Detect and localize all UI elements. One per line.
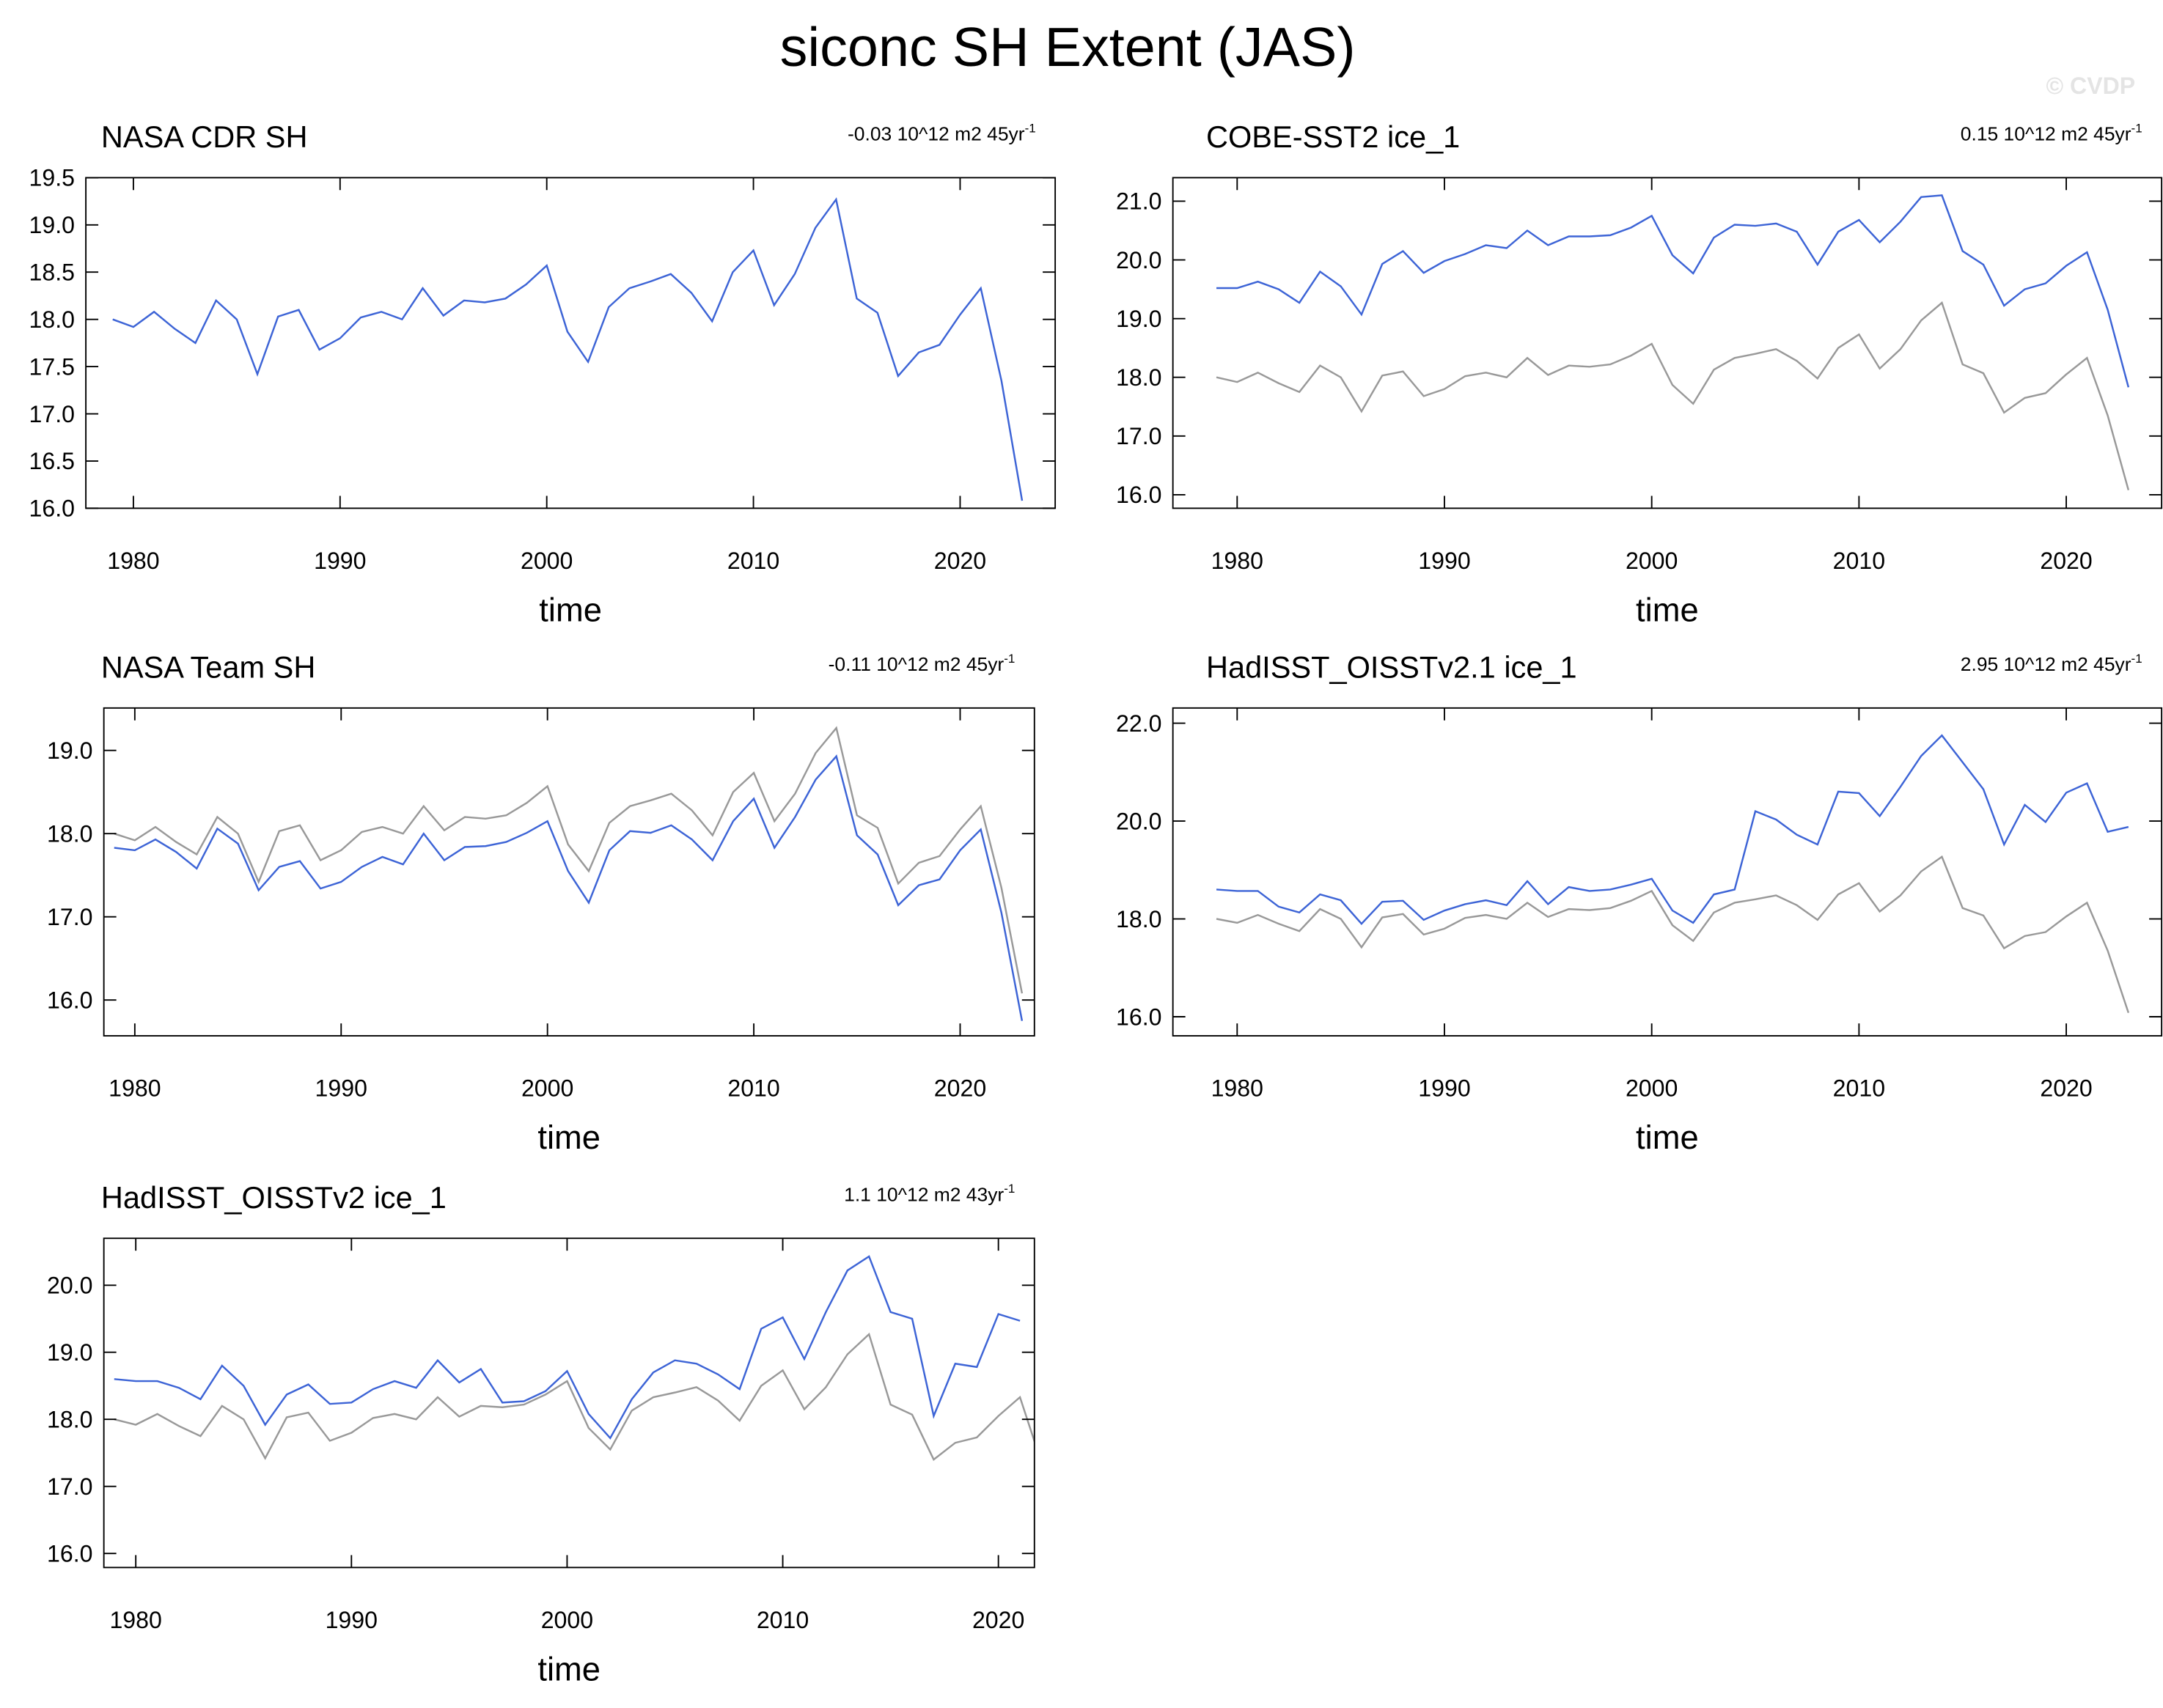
x-tick-label: 2000 (541, 1607, 593, 1633)
annotation-text: -0.11 10^12 m2 45yr (829, 653, 1005, 675)
x-tick-label: 1980 (109, 1075, 161, 1102)
panel-title: NASA Team SH (101, 650, 315, 685)
x-tick-label: 2010 (1833, 1075, 1885, 1102)
panel-title: COBE-SST2 ice_1 (1206, 119, 1460, 154)
x-tick-label: 1990 (1418, 1075, 1470, 1102)
plot-frame (1172, 707, 2163, 1037)
x-tick-label: 1990 (1418, 548, 1470, 574)
x-tick-label: 2020 (972, 1607, 1024, 1633)
x-tick-label: 1990 (315, 1075, 367, 1102)
annotation-superscript: -1 (1004, 652, 1015, 666)
x-tick-label: 2020 (2040, 1075, 2092, 1102)
y-tick-label: 16.5 (29, 448, 75, 474)
panel-title: HadISST_OISSTv2.1 ice_1 (1206, 650, 1577, 685)
y-tick-label: 17.0 (29, 401, 75, 427)
x-tick-label: 1980 (1211, 548, 1263, 574)
x-tick-label: 2010 (1833, 548, 1885, 574)
y-tick-label: 22.0 (1116, 710, 1161, 737)
panel: NASA Team SH -0.11 10^12 m2 45yr-1 16.0 17.… (47, 650, 1035, 1156)
panel: COBE-SST2 ice_1 0.15 10^12 m2 45yr-1 16.0 1… (1116, 119, 2163, 629)
y-tick-label: 19.0 (47, 737, 92, 764)
data-line (114, 726, 1024, 994)
x-tick-label: 2010 (727, 1075, 779, 1102)
y-tick-label: 19.0 (29, 212, 75, 238)
y-tick-label: 19.5 (29, 165, 75, 191)
y-tick-label: 16.0 (47, 987, 92, 1014)
plot-frame (103, 1237, 1035, 1569)
watermark: © CVDP (2046, 73, 2135, 99)
x-tick-label: 1990 (314, 548, 366, 574)
annotation-text: 1.1 10^12 m2 43yr (844, 1184, 1004, 1206)
x-axis-label: time (537, 1651, 601, 1688)
x-tick-label: 2000 (1626, 1075, 1678, 1102)
annotation-superscript: -1 (1025, 121, 1036, 135)
trend-annotation: -0.11 10^12 m2 45yr-1 (829, 652, 1016, 675)
annotation-superscript: -1 (2131, 121, 2142, 135)
panel: HadISST_OISSTv2.1 ice_1 2.95 10^12 m2 45y… (1116, 650, 2163, 1156)
plot-frame (103, 707, 1035, 1037)
x-tick-label: 2020 (934, 1075, 986, 1102)
y-tick-label: 18.0 (29, 306, 75, 333)
x-tick-label: 1980 (107, 548, 159, 574)
y-tick-label: 17.0 (47, 1473, 92, 1500)
y-tick-label: 20.0 (1116, 808, 1161, 834)
x-tick-label: 2000 (521, 548, 573, 574)
y-tick-label: 16.0 (29, 496, 75, 522)
x-tick-label: 1990 (326, 1607, 378, 1633)
x-tick-label: 2000 (1626, 548, 1678, 574)
x-axis-label: time (1636, 592, 1699, 629)
data-line (114, 754, 1024, 1021)
y-tick-label: 18.0 (1116, 364, 1161, 391)
annotation-text: 0.15 10^12 m2 45yr (1961, 123, 2131, 145)
x-tick-label: 2020 (2040, 548, 2092, 574)
y-tick-label: 17.0 (1116, 423, 1161, 449)
x-tick-label: 1980 (109, 1607, 161, 1633)
x-tick-label: 2020 (934, 548, 986, 574)
x-axis-label: time (539, 592, 602, 629)
data-line (1216, 734, 2129, 925)
trend-annotation: 0.15 10^12 m2 45yr-1 (1961, 121, 2142, 144)
y-tick-label: 18.5 (29, 259, 75, 286)
x-tick-label: 1980 (1211, 1075, 1263, 1102)
data-line (112, 197, 1024, 501)
data-line (114, 1255, 1021, 1440)
annotation-text: 2.95 10^12 m2 45yr (1961, 653, 2131, 675)
y-tick-label: 16.0 (1116, 1004, 1161, 1030)
panel: NASA CDR SH -0.03 10^12 m2 45yr-1 16.0 16.5… (29, 119, 1057, 629)
y-tick-label: 19.0 (1116, 306, 1161, 332)
annotation-text: -0.03 10^12 m2 45yr (848, 123, 1025, 145)
y-tick-label: 18.0 (47, 1407, 92, 1433)
plot-frame (1172, 177, 2163, 509)
y-tick-label: 19.0 (47, 1339, 92, 1366)
y-tick-label: 21.0 (1116, 188, 1161, 215)
y-tick-label: 17.5 (29, 353, 75, 380)
y-tick-label: 20.0 (1116, 247, 1161, 273)
data-line (1216, 855, 2130, 1014)
annotation-superscript: -1 (1004, 1182, 1015, 1196)
data-line (114, 1332, 1035, 1461)
plot-frame (85, 177, 1057, 509)
panel: HadISST_OISSTv2 ice_1 1.1 10^12 m2 43yr-1… (47, 1180, 1035, 1688)
trend-annotation: 1.1 10^12 m2 43yr-1 (844, 1182, 1015, 1205)
x-tick-label: 2010 (727, 548, 779, 574)
trend-annotation: 2.95 10^12 m2 45yr-1 (1961, 652, 2142, 675)
y-tick-label: 18.0 (47, 821, 92, 847)
y-tick-label: 16.0 (1116, 482, 1161, 508)
y-tick-label: 17.0 (47, 904, 92, 930)
x-tick-label: 2000 (521, 1075, 573, 1102)
x-axis-label: time (1636, 1119, 1699, 1156)
y-tick-label: 20.0 (47, 1273, 92, 1299)
panel-title: HadISST_OISSTv2 ice_1 (101, 1180, 447, 1215)
y-tick-label: 18.0 (1116, 906, 1161, 932)
annotation-superscript: -1 (2131, 652, 2142, 666)
x-axis-label: time (537, 1119, 601, 1156)
y-tick-label: 16.0 (47, 1540, 92, 1567)
x-tick-label: 2010 (757, 1607, 809, 1633)
figure-title: siconc SH Extent (JAS) (780, 16, 1356, 78)
data-line (1216, 194, 2130, 388)
trend-annotation: -0.03 10^12 m2 45yr-1 (848, 121, 1036, 144)
panel-title: NASA CDR SH (101, 119, 308, 154)
data-line (1216, 301, 2130, 490)
